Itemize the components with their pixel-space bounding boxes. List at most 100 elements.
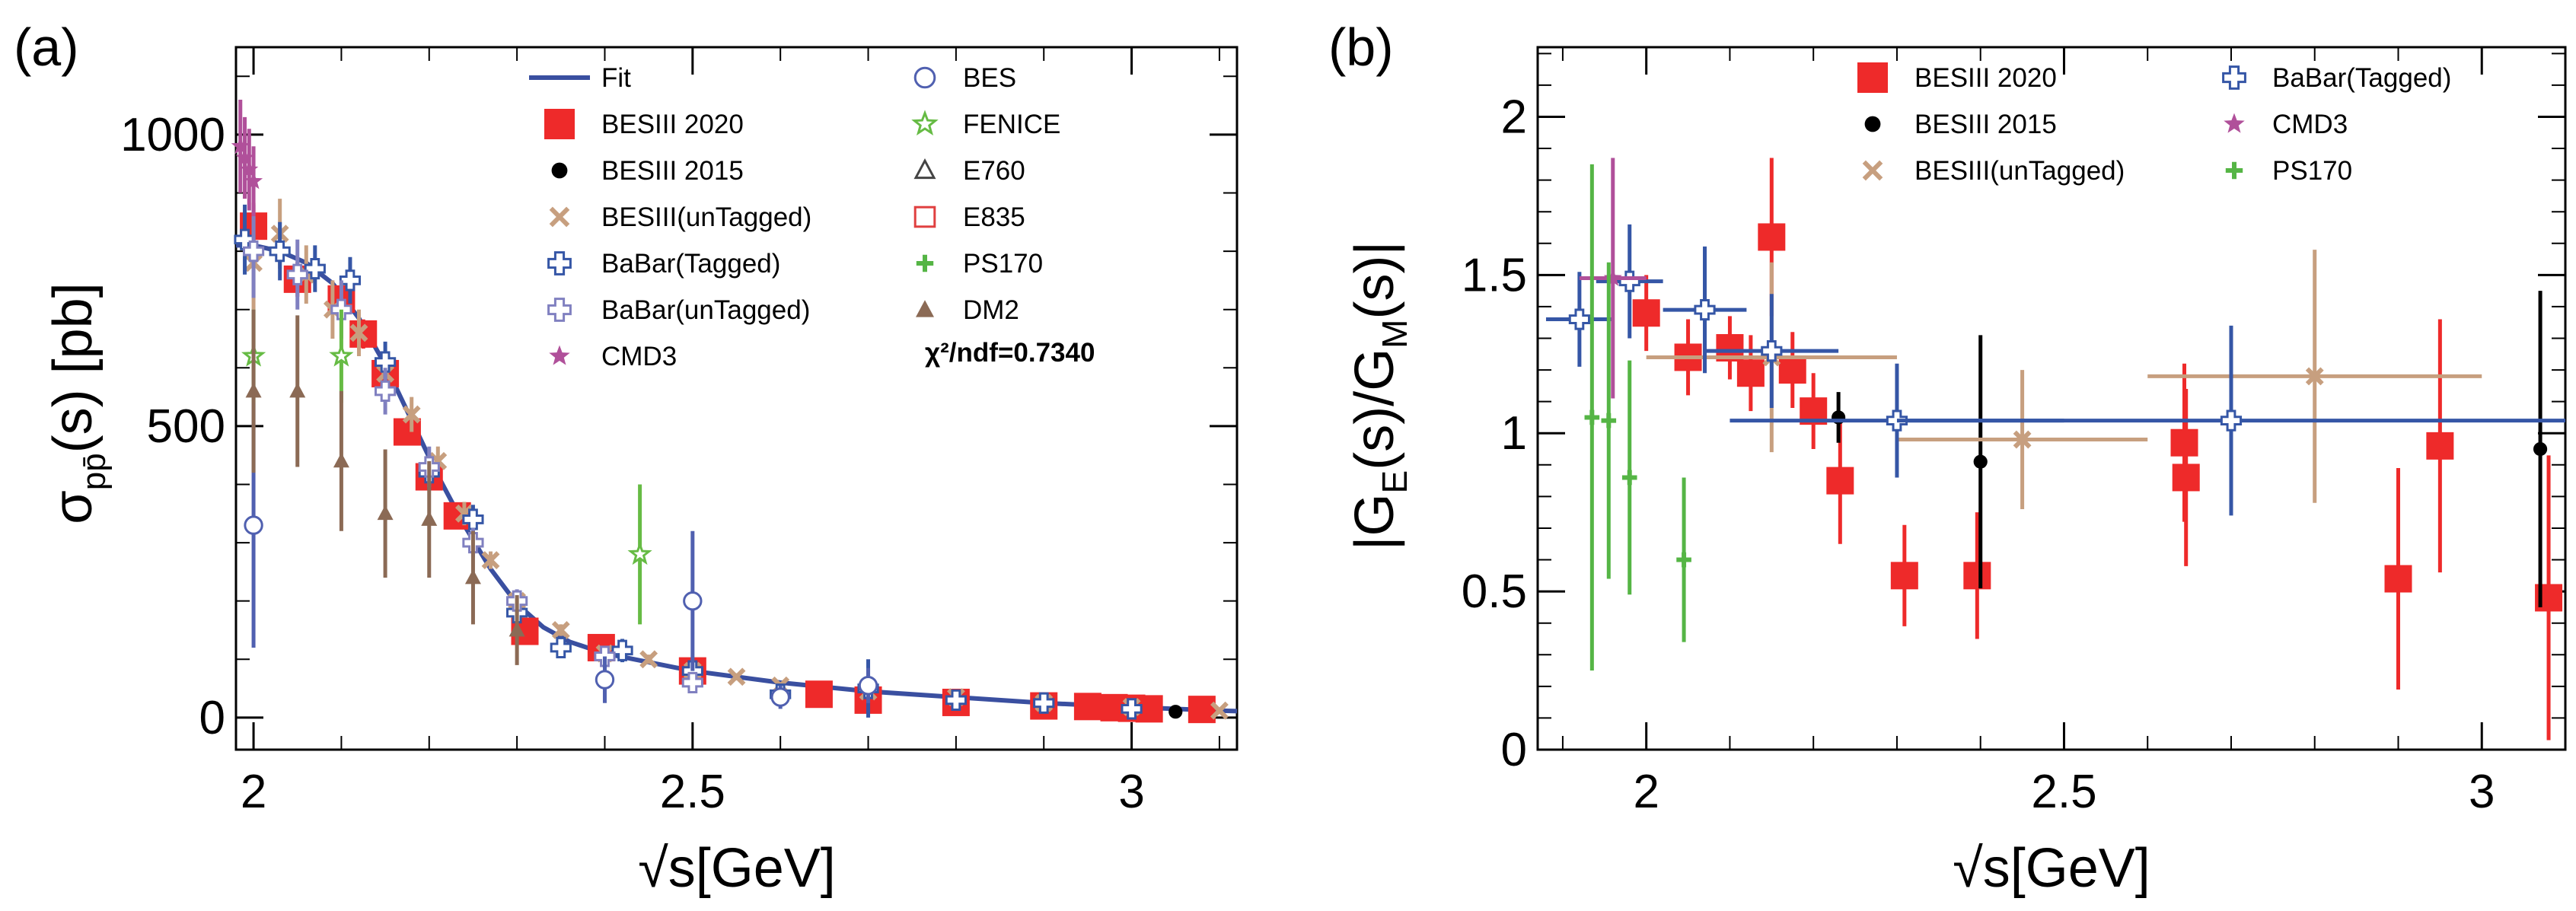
y-tick-label: 1 [1501, 407, 1527, 460]
legend-label-besiii2020: BESIII 2020 [1914, 63, 2057, 93]
legend-label-fit: Fit [601, 63, 631, 93]
legend-label-besiii2020: BESIII 2020 [601, 110, 744, 139]
legend-label-dm2: DM2 [963, 295, 1019, 325]
series-babar_tagged [1545, 224, 2565, 516]
data-point-babar_tagged [374, 351, 397, 373]
panel-a-legend: Fit BESIII 2020 BESIII 2015 BESIII(unTagged… [529, 63, 1095, 371]
data-point-besiii_untagged [481, 551, 500, 569]
panel-a-y-axis-title: σpp̄(s) [pb] [43, 282, 113, 524]
y-tick-label: 0 [1501, 724, 1527, 776]
y-tick-label: 0.5 [1462, 565, 1527, 618]
panel-b: (b) 2 2.5 3 0 0.5 1 1.5 2 BESIII 2020 BESIII 201… [1328, 18, 2567, 899]
series-ps170 [1584, 164, 1691, 671]
fit-curve [236, 243, 1238, 714]
data-point-cmd3 [231, 136, 250, 154]
x-tick-label: 2.5 [2031, 766, 2096, 818]
panel-a-axes: 2 2.5 3 0 500 1000 [120, 47, 1237, 818]
data-point-bes [683, 591, 703, 611]
data-point-besiii2020 [1890, 562, 1918, 590]
legend-marker-besiii_untagged [1862, 160, 1883, 181]
data-point-dm2 [509, 621, 525, 637]
data-point-babar_tagged [339, 269, 362, 291]
series-besiii2015 [1168, 705, 1183, 719]
data-point-bes [595, 670, 615, 690]
data-point-dm2 [289, 382, 306, 398]
data-point-fenice [329, 343, 354, 367]
data-point-babar_tagged [1761, 340, 1783, 362]
legend-label-babar_tagged: BaBar(Tagged) [601, 249, 780, 279]
x-tick-label: 3 [2469, 766, 2495, 818]
data-point-besiii_untagged [349, 323, 368, 342]
series-dm2 [245, 309, 525, 665]
data-point-besiii2015 [2533, 441, 2548, 457]
data-point-besiii2020 [1073, 693, 1101, 721]
data-point-babar_tagged [304, 257, 326, 280]
data-point-babar_tagged [269, 240, 291, 263]
data-point-babar_tagged [1886, 409, 1908, 432]
data-point-cmd3 [244, 171, 263, 190]
data-point-besiii_untagged [727, 667, 746, 686]
x-tick-label: 3 [1118, 766, 1144, 818]
legend-label-besiii2015: BESIII 2015 [601, 156, 744, 186]
legend-label-ps170: PS170 [963, 249, 1043, 279]
legend-marker-cmd3 [549, 345, 570, 365]
data-point-dm2 [377, 505, 394, 521]
legend-label-besiii2015: BESIII 2015 [1914, 110, 2057, 139]
legend-marker-e760 [913, 158, 936, 180]
data-point-besiii2020 [2172, 463, 2200, 492]
legend-label-cmd3: CMD3 [601, 342, 677, 371]
chi2-label: χ²/ndf=0.7340 [925, 338, 1095, 368]
data-point-babar_untagged [242, 240, 265, 263]
legend-label-besiii_untagged: BESIII(unTagged) [601, 202, 811, 232]
data-point-besiii2015 [1973, 454, 1988, 469]
data-point-cmd3 [1603, 268, 1622, 286]
panel-b-legend: BESIII 2020 BESIII 2015 BESIII(unTagged) Ba… [1857, 62, 2451, 186]
legend-marker-babar_untagged [547, 298, 572, 322]
data-point-babar_tagged [945, 689, 967, 711]
data-point-babar_tagged [462, 508, 484, 530]
data-point-besiii2020 [1826, 467, 1854, 495]
panel-b-y-axis-title: |GE(s)/GM(s)| [1344, 241, 1414, 550]
data-point-babar_tagged [1033, 692, 1055, 714]
legend-label-fenice: FENICE [963, 110, 1060, 139]
data-point-besiii2020 [1632, 299, 1660, 327]
data-point-besiii2020 [1778, 356, 1806, 384]
legend-marker-besiii2015 [1864, 116, 1881, 132]
y-tick-label: 0 [199, 692, 225, 744]
legend-label-babar_untagged: BaBar(unTagged) [601, 295, 810, 325]
y-tick-label: 1000 [120, 109, 225, 161]
series-cmd3 [231, 99, 263, 217]
data-point-besiii2020 [1963, 562, 1991, 590]
legend-label-ps170: PS170 [2272, 156, 2352, 186]
panel-b-data-layer [1545, 158, 2565, 741]
legend-label-e760: E760 [963, 156, 1025, 186]
series-cmd3 [1579, 158, 1647, 399]
y-tick-label: 2 [1501, 91, 1527, 143]
data-point-dm2 [333, 452, 349, 468]
panel-a-data-layer [231, 99, 1229, 724]
data-point-bes [858, 676, 878, 696]
panel-b-x-axis-title: √s[GeV] [1953, 838, 2150, 899]
data-point-babar_untagged [286, 263, 308, 285]
data-point-besiii2020 [393, 418, 421, 446]
data-point-babar_untagged [681, 671, 703, 694]
data-point-besiii2020 [2384, 565, 2412, 593]
data-point-cmd3 [240, 160, 259, 177]
data-point-babar_tagged [2220, 409, 2243, 432]
legend-label-e835: E835 [963, 202, 1025, 232]
x-tick-label: 2 [241, 766, 266, 818]
data-point-besiii_untagged [2013, 430, 2032, 449]
data-point-besiii2020 [2426, 432, 2454, 460]
legend-label-babar_tagged: BaBar(Tagged) [2272, 63, 2451, 93]
x-tick-label: 2 [1633, 766, 1659, 818]
data-point-cmd3 [235, 148, 254, 166]
legend-label-bes: BES [963, 63, 1016, 93]
data-point-ps170 [1621, 470, 1637, 486]
data-point-besiii_untagged [1210, 701, 1229, 720]
data-point-fenice [627, 541, 652, 565]
legend-marker-besiii2020 [1857, 62, 1888, 93]
data-point-babar_tagged [550, 636, 572, 659]
legend-marker-besiii_untagged [549, 206, 570, 228]
data-point-dm2 [245, 382, 262, 398]
